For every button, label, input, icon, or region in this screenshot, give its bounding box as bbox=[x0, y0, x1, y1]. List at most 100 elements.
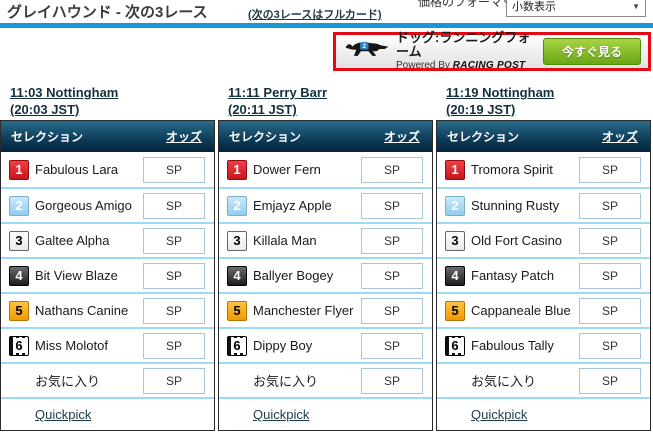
runner-name: Fabulous Tally bbox=[471, 338, 554, 353]
odds-sp-button[interactable]: SP bbox=[579, 332, 641, 359]
runner-name: Dippy Boy bbox=[253, 338, 313, 353]
fullcard-link[interactable]: (次の3レースはフルカード) bbox=[248, 9, 382, 21]
race-columns: 11:03 Nottingham (20:03 JST) セレクション オッズ 1… bbox=[0, 84, 653, 431]
price-format-dropdown[interactable]: 小数表示 ▼ bbox=[506, 0, 646, 17]
trap-3-badge: 3 bbox=[227, 230, 247, 251]
race-link[interactable]: 11:19 Nottingham (20:19 JST) bbox=[446, 85, 555, 117]
odds-sp-button[interactable]: SP bbox=[361, 227, 423, 254]
trap-number: 1 bbox=[15, 162, 23, 177]
trap-1-badge: 1 bbox=[445, 159, 465, 180]
trap-number: 3 bbox=[233, 233, 241, 248]
odds-sp-button[interactable]: SP bbox=[143, 227, 205, 254]
quickpick-link[interactable]: Quickpick bbox=[253, 407, 310, 422]
trap-number: 4 bbox=[233, 268, 241, 283]
runner-name: Killala Man bbox=[253, 233, 317, 248]
selection-header: セレクション bbox=[447, 130, 520, 144]
odds-header-link[interactable]: オッズ bbox=[165, 130, 202, 144]
quickpick-row: Quickpick bbox=[1, 397, 214, 430]
favorites-odds-button[interactable]: SP bbox=[361, 367, 423, 394]
runner-row: 3 Killala Man SP bbox=[219, 222, 432, 257]
trap-6-badge: 6 bbox=[445, 335, 465, 356]
trap-2-badge: 2 bbox=[9, 195, 29, 216]
trap-number: 1 bbox=[451, 162, 459, 177]
odds-sp-button[interactable]: SP bbox=[579, 156, 641, 183]
page-title: グレイハウンド - 次の3レース bbox=[7, 4, 208, 21]
odds-sp-button[interactable]: SP bbox=[579, 297, 641, 324]
odds-sp-button[interactable]: SP bbox=[361, 297, 423, 324]
odds-sp-button[interactable]: SP bbox=[361, 262, 423, 289]
runner-rows: 1 Dower Fern SP 2 Emjayz Apple SP 3 Kill… bbox=[219, 152, 432, 362]
trap-number: 3 bbox=[451, 233, 459, 248]
runner-row: 4 Bit View Blaze SP bbox=[1, 257, 214, 292]
runner-name: Ballyer Bogey bbox=[253, 268, 334, 283]
runner-name: Old Fort Casino bbox=[471, 233, 563, 248]
runner-name: Cappaneale Blue bbox=[471, 303, 571, 318]
odds-sp-button[interactable]: SP bbox=[361, 192, 423, 219]
trap-number: 5 bbox=[451, 303, 459, 318]
runner-name: Bit View Blaze bbox=[35, 268, 118, 283]
runner-name: Stunning Rusty bbox=[471, 198, 560, 213]
promo-banner[interactable]: 2 ドッグ:ランニングフォーム Powered By RACING POST 今… bbox=[333, 29, 651, 73]
trap-number: 6 bbox=[449, 338, 461, 353]
trap-number: 1 bbox=[233, 162, 241, 177]
trap-number: 2 bbox=[233, 198, 241, 213]
odds-sp-button[interactable]: SP bbox=[143, 156, 205, 183]
odds-sp-button[interactable]: SP bbox=[579, 262, 641, 289]
trap-2-badge: 2 bbox=[445, 195, 465, 216]
odds-sp-button[interactable]: SP bbox=[361, 156, 423, 183]
favorites-odds-button[interactable]: SP bbox=[579, 367, 641, 394]
quickpick-link[interactable]: Quickpick bbox=[471, 407, 528, 422]
runner-name: Dower Fern bbox=[253, 162, 321, 177]
race-column-1: 11:03 Nottingham (20:03 JST) セレクション オッズ 1… bbox=[0, 84, 215, 431]
quickpick-row: Quickpick bbox=[219, 397, 432, 430]
trap-number: 5 bbox=[233, 303, 241, 318]
runner-row: 6 Miss Molotof SP bbox=[1, 327, 214, 362]
trap-4-badge: 4 bbox=[227, 265, 247, 286]
runner-row: 6 Fabulous Tally SP bbox=[437, 327, 650, 362]
odds-sp-button[interactable]: SP bbox=[579, 192, 641, 219]
odds-header-link[interactable]: オッズ bbox=[601, 130, 638, 144]
odds-sp-button[interactable]: SP bbox=[361, 332, 423, 359]
odds-sp-button[interactable]: SP bbox=[579, 227, 641, 254]
trap-6-badge: 6 bbox=[227, 335, 247, 356]
race-header: 11:19 Nottingham (20:19 JST) bbox=[436, 84, 651, 120]
race-link[interactable]: 11:11 Perry Barr (20:11 JST) bbox=[228, 85, 328, 117]
trap-number: 4 bbox=[15, 268, 23, 283]
runner-row: 3 Old Fort Casino SP bbox=[437, 222, 650, 257]
trap-number: 6 bbox=[13, 338, 25, 353]
table-header: セレクション オッズ bbox=[219, 121, 432, 152]
runner-name: Emjayz Apple bbox=[253, 198, 332, 213]
banner-cta-button[interactable]: 今すぐ見る bbox=[542, 38, 641, 65]
favorites-odds-button[interactable]: SP bbox=[143, 367, 205, 394]
greyhound-icon: 2 bbox=[344, 38, 390, 65]
trap-5-badge: 5 bbox=[227, 300, 247, 321]
runner-name: Galtee Alpha bbox=[35, 233, 110, 248]
banner-title: ドッグ:ランニングフォーム bbox=[396, 29, 531, 59]
selection-header: セレクション bbox=[11, 130, 84, 144]
odds-sp-button[interactable]: SP bbox=[143, 192, 205, 219]
runner-rows: 1 Fabulous Lara SP 2 Gorgeous Amigo SP 3… bbox=[1, 152, 214, 362]
runner-name: Fantasy Patch bbox=[471, 268, 555, 283]
trap-5-badge: 5 bbox=[445, 300, 465, 321]
quickpick-link[interactable]: Quickpick bbox=[35, 407, 92, 422]
race-table: セレクション オッズ 1 Dower Fern SP 2 Emjayz Appl… bbox=[218, 120, 433, 431]
trap-5-badge: 5 bbox=[9, 300, 29, 321]
favorites-row: お気に入り SP bbox=[437, 362, 650, 397]
trap-number: 2 bbox=[451, 198, 459, 213]
trap-3-badge: 3 bbox=[9, 230, 29, 251]
odds-sp-button[interactable]: SP bbox=[143, 297, 205, 324]
banner-text: ドッグ:ランニングフォーム Powered By RACING POST bbox=[396, 29, 543, 73]
odds-sp-button[interactable]: SP bbox=[143, 332, 205, 359]
favorites-row: お気に入り SP bbox=[219, 362, 432, 397]
top-divider-bar bbox=[0, 23, 653, 28]
favorites-row: お気に入り SP bbox=[1, 362, 214, 397]
odds-header-link[interactable]: オッズ bbox=[383, 130, 420, 144]
runner-name: Fabulous Lara bbox=[35, 162, 119, 177]
runner-row: 4 Ballyer Bogey SP bbox=[219, 257, 432, 292]
trap-number: 5 bbox=[15, 303, 23, 318]
runner-row: 1 Fabulous Lara SP bbox=[1, 152, 214, 187]
race-link[interactable]: 11:03 Nottingham (20:03 JST) bbox=[10, 85, 119, 117]
race-table: セレクション オッズ 1 Tromora Spirit SP 2 Stunnin… bbox=[436, 120, 651, 431]
odds-sp-button[interactable]: SP bbox=[143, 262, 205, 289]
race-header: 11:03 Nottingham (20:03 JST) bbox=[0, 84, 215, 120]
